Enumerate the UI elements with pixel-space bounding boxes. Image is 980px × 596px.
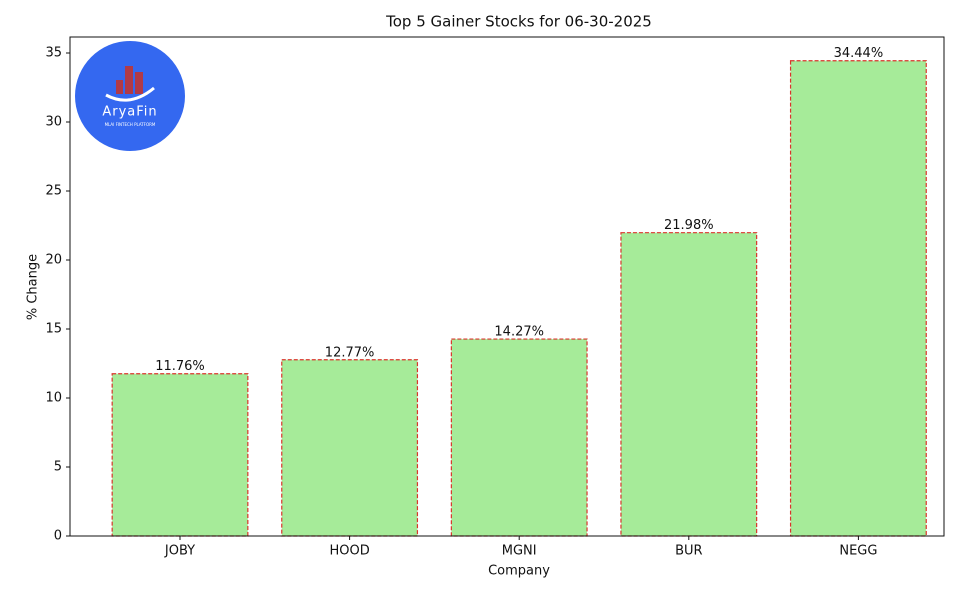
plot-frame: [69, 36, 945, 537]
value-label: 12.77%: [325, 345, 375, 360]
x-axis-label: Company: [488, 564, 550, 579]
x-tick-label: JOBY: [164, 544, 195, 559]
bar: [789, 60, 927, 537]
value-label: 11.76%: [155, 359, 205, 374]
bar: [281, 359, 419, 537]
y-tick-label: 30: [45, 115, 62, 130]
value-label: 21.98%: [664, 218, 714, 233]
y-tick-label: 20: [45, 253, 62, 268]
y-tick-label: 25: [45, 184, 62, 199]
x-tick-label: MGNI: [502, 544, 537, 559]
x-tick-label: BUR: [675, 544, 702, 559]
bar: [620, 232, 758, 537]
bar: [450, 338, 588, 537]
chart-title: Top 5 Gainer Stocks for 06-30-2025: [385, 13, 652, 31]
logo: AryaFin MLAI FINTECH PLATFORM: [75, 41, 185, 151]
bar: [111, 373, 249, 537]
logo-bar: [135, 72, 143, 94]
logo-swoosh: [105, 86, 155, 102]
value-label: 34.44%: [834, 46, 884, 61]
y-tick-label: 10: [45, 391, 62, 406]
y-tick-label: 5: [54, 460, 62, 475]
logo-bar: [116, 80, 123, 94]
y-axis-label: % Change: [26, 254, 41, 320]
y-tick-label: 35: [45, 46, 62, 61]
y-tick-label: 0: [54, 529, 62, 544]
logo-bar: [125, 66, 133, 94]
y-tick-label: 15: [45, 322, 62, 337]
logo-name: AryaFin: [102, 105, 157, 120]
value-label: 14.27%: [494, 325, 544, 340]
x-tick-label: HOOD: [329, 544, 369, 559]
x-tick-label: NEGG: [839, 544, 877, 559]
logo-tagline: MLAI FINTECH PLATFORM: [105, 122, 156, 127]
logo-circle: [75, 41, 185, 151]
